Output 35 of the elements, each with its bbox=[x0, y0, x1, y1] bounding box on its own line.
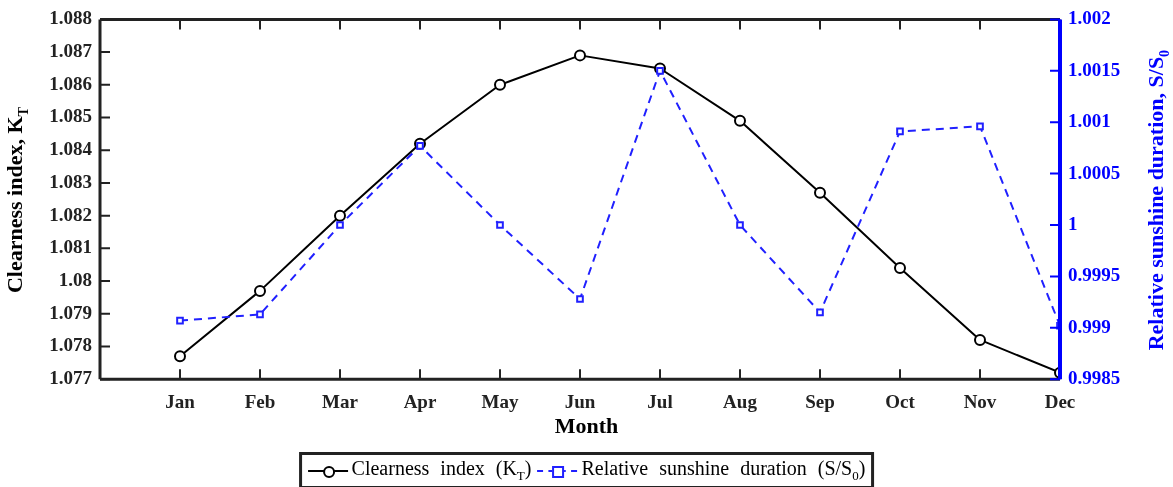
x-tick-label: Jan bbox=[165, 390, 196, 412]
legend-label: Clearness index (K$_{T}$) bbox=[351, 457, 532, 484]
y-tick-label: 1.079 bbox=[49, 301, 92, 323]
y2-tick-label: 1 bbox=[1068, 212, 1078, 234]
y2-tick-label: 1.001 bbox=[1068, 110, 1111, 132]
y2-tick-label: 0.9985 bbox=[1068, 367, 1121, 389]
y-tick-label: 1.08 bbox=[58, 268, 92, 290]
y2-tick-label: 0.999 bbox=[1068, 315, 1111, 337]
y2-tick-label: 1.0005 bbox=[1068, 161, 1121, 183]
x-tick-label: Oct bbox=[885, 390, 916, 412]
y-tick-label: 1.081 bbox=[49, 236, 92, 258]
x-tick-label: Dec bbox=[1044, 390, 1076, 412]
x-tick-label: Feb bbox=[244, 390, 276, 412]
y-tick-label: 1.083 bbox=[49, 170, 92, 192]
x-tick-label: Aug bbox=[723, 390, 758, 412]
y2-tick-label: 1.0015 bbox=[1068, 58, 1121, 80]
y-tick-label: 1.087 bbox=[49, 40, 93, 62]
y-tick-label: 1.084 bbox=[49, 138, 93, 160]
x-tick-label: Jun bbox=[564, 390, 596, 412]
x-tick-label: Apr bbox=[403, 390, 437, 412]
x-tick-label: Mar bbox=[322, 390, 359, 412]
x-tick-label: Nov bbox=[963, 390, 997, 412]
y-tick-label: 1.086 bbox=[49, 72, 92, 94]
y-tick-label: 1.088 bbox=[49, 7, 92, 29]
y-tick-label: 1.085 bbox=[49, 105, 92, 127]
y2-tick-label: 1.002 bbox=[1068, 7, 1111, 29]
y-tick-label: 1.078 bbox=[49, 334, 92, 356]
x-tick-label: May bbox=[481, 390, 519, 412]
y-tick-label: 1.082 bbox=[49, 203, 92, 225]
x-tick-label: Jul bbox=[647, 390, 673, 412]
x-tick-label: Sep bbox=[805, 390, 835, 412]
y-tick-label: 1.077 bbox=[49, 367, 93, 389]
legend-label: Relative sunshine duration (S/S$_{0}$) bbox=[581, 457, 866, 484]
y2-tick-label: 0.9995 bbox=[1068, 264, 1121, 286]
x-axis-title: Month bbox=[553, 413, 620, 439]
